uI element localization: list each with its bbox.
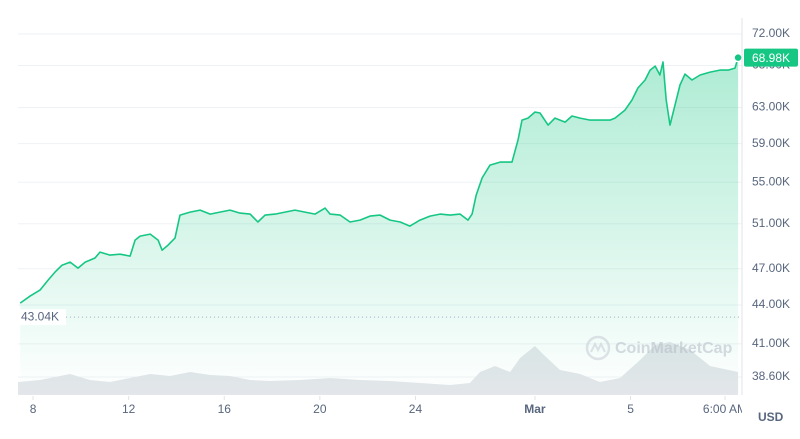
- open-price-label: 43.04K: [21, 309, 59, 323]
- x-tick-label: 5: [627, 402, 634, 416]
- x-tick-label: 8: [30, 402, 37, 416]
- y-tick-label: 63.00K: [752, 100, 790, 114]
- x-tick-label: 6:00 AM: [703, 402, 747, 416]
- current-price-label: 68.98K: [752, 51, 790, 65]
- y-tick-label: 55.00K: [752, 174, 790, 188]
- open-price-label-bg: [18, 309, 66, 326]
- currency-label: USD: [758, 410, 784, 424]
- y-tick-label: 72.00K: [752, 26, 790, 40]
- x-axis: 8 12 16 20 24 Mar 5 6:00 AM: [30, 396, 747, 416]
- x-tick-label: 12: [122, 402, 136, 416]
- x-tick-label: Mar: [524, 402, 546, 416]
- y-tick-label: 59.00K: [752, 136, 790, 150]
- price-layer: [19, 52, 743, 395]
- x-tick-label: 24: [409, 402, 423, 416]
- last-point: [733, 52, 743, 63]
- x-tick-label: 16: [218, 402, 232, 416]
- watermark-logo: [585, 335, 611, 361]
- y-tick-label: 41.00K: [752, 336, 790, 350]
- watermark: CoinMarketCap: [585, 335, 733, 361]
- y-tick-label: 51.00K: [752, 216, 790, 230]
- y-tick-label: 47.00K: [752, 261, 790, 275]
- price-line: [19, 57, 739, 304]
- y-tick-label: 44.00K: [752, 297, 790, 311]
- watermark-logo-mark: [590, 341, 606, 353]
- watermark-text: CoinMarketCap: [615, 340, 733, 357]
- axes-layer: 72.00K68.00K63.00K59.00K55.00K51.00K47.0…: [18, 26, 798, 416]
- price-area: [20, 57, 739, 395]
- current-price-tag: [744, 48, 798, 67]
- x-tick-label: 20: [313, 402, 327, 416]
- y-tick-label: 38.60K: [752, 369, 790, 383]
